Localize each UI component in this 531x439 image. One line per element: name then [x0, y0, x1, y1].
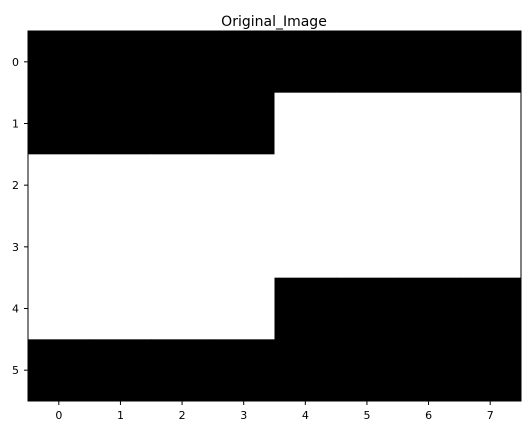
- x-tick-label: 5: [363, 409, 370, 422]
- heatmap-cell-r3-c7: [459, 216, 522, 279]
- heatmap-cell-r4-c0: [28, 277, 91, 340]
- heatmap-cell-r2-c4: [274, 154, 337, 217]
- heatmap-cell-r5-c6: [397, 339, 460, 402]
- x-tick-label: 2: [179, 409, 186, 422]
- heatmap-cell-r5-c4: [274, 339, 337, 402]
- heatmap-cell-r3-c6: [397, 216, 460, 279]
- heatmap-cell-r5-c5: [336, 339, 399, 402]
- heatmap-cell-r2-c1: [89, 154, 152, 217]
- heatmap-cell-r2-c3: [212, 154, 275, 217]
- heatmap-cell-r5-c3: [212, 339, 275, 402]
- y-tick-label: 0: [12, 56, 19, 69]
- heatmap-cell-r1-c7: [459, 92, 522, 155]
- chart-title: Original_Image: [221, 14, 327, 30]
- y-tick-label: 1: [12, 118, 19, 131]
- heatmap-cell-r0-c2: [151, 31, 214, 94]
- x-tick-label: 1: [117, 409, 124, 422]
- heatmap-cell-r2-c6: [397, 154, 460, 217]
- x-tick-label: 6: [425, 409, 432, 422]
- heatmap-cell-r3-c4: [274, 216, 337, 279]
- heatmap-cell-r1-c4: [274, 92, 337, 155]
- heatmap-cell-r4-c5: [336, 277, 399, 340]
- x-tick-label: 3: [240, 409, 247, 422]
- heatmap-cell-r4-c7: [459, 277, 522, 340]
- heatmap-cell-r1-c2: [151, 92, 214, 155]
- heatmap-cell-r1-c6: [397, 92, 460, 155]
- heatmap-cell-r4-c1: [89, 277, 152, 340]
- axes: 0 1 2 3 4 5 6 7 0 1 2 3 4 5: [12, 30, 522, 422]
- heatmap-cell-r3-c0: [28, 216, 91, 279]
- heatmap-cell-r0-c4: [274, 31, 337, 94]
- y-tick-label: 4: [12, 303, 19, 316]
- y-tick-label: 5: [12, 364, 19, 377]
- heatmap-cell-r0-c6: [397, 31, 460, 94]
- x-tick-label: 7: [487, 409, 494, 422]
- heatmap-cell-r4-c2: [151, 277, 214, 340]
- heatmap-cell-r5-c2: [151, 339, 214, 402]
- x-tick-label: 4: [302, 409, 309, 422]
- heatmap-cells: [28, 31, 522, 402]
- heatmap-cell-r1-c5: [336, 92, 399, 155]
- heatmap-cell-r2-c5: [336, 154, 399, 217]
- heatmap-cell-r3-c5: [336, 216, 399, 279]
- heatmap-cell-r2-c2: [151, 154, 214, 217]
- heatmap-cell-r0-c1: [89, 31, 152, 94]
- heatmap-cell-r1-c1: [89, 92, 152, 155]
- heatmap-cell-r4-c4: [274, 277, 337, 340]
- heatmap-cell-r2-c7: [459, 154, 522, 217]
- heatmap-cell-r1-c0: [28, 92, 91, 155]
- heatmap-cell-r0-c5: [336, 31, 399, 94]
- heatmap-cell-r5-c0: [28, 339, 91, 402]
- heatmap-cell-r3-c3: [212, 216, 275, 279]
- x-tick-label: 0: [55, 409, 62, 422]
- heatmap-cell-r3-c2: [151, 216, 214, 279]
- heatmap-cell-r1-c3: [212, 92, 275, 155]
- heatmap-cell-r5-c7: [459, 339, 522, 402]
- heatmap-cell-r0-c0: [28, 31, 91, 94]
- heatmap-cell-r0-c7: [459, 31, 522, 94]
- plot-frame: [27, 30, 522, 402]
- heatmap-cell-r2-c0: [28, 154, 91, 217]
- heatmap-cell-r3-c1: [89, 216, 152, 279]
- heatmap-cell-r0-c3: [212, 31, 275, 94]
- heatmap-cell-r4-c6: [397, 277, 460, 340]
- y-tick-label: 3: [12, 241, 19, 254]
- y-tick-label: 2: [12, 179, 19, 192]
- heatmap-cell-r4-c3: [212, 277, 275, 340]
- heatmap-cell-r5-c1: [89, 339, 152, 402]
